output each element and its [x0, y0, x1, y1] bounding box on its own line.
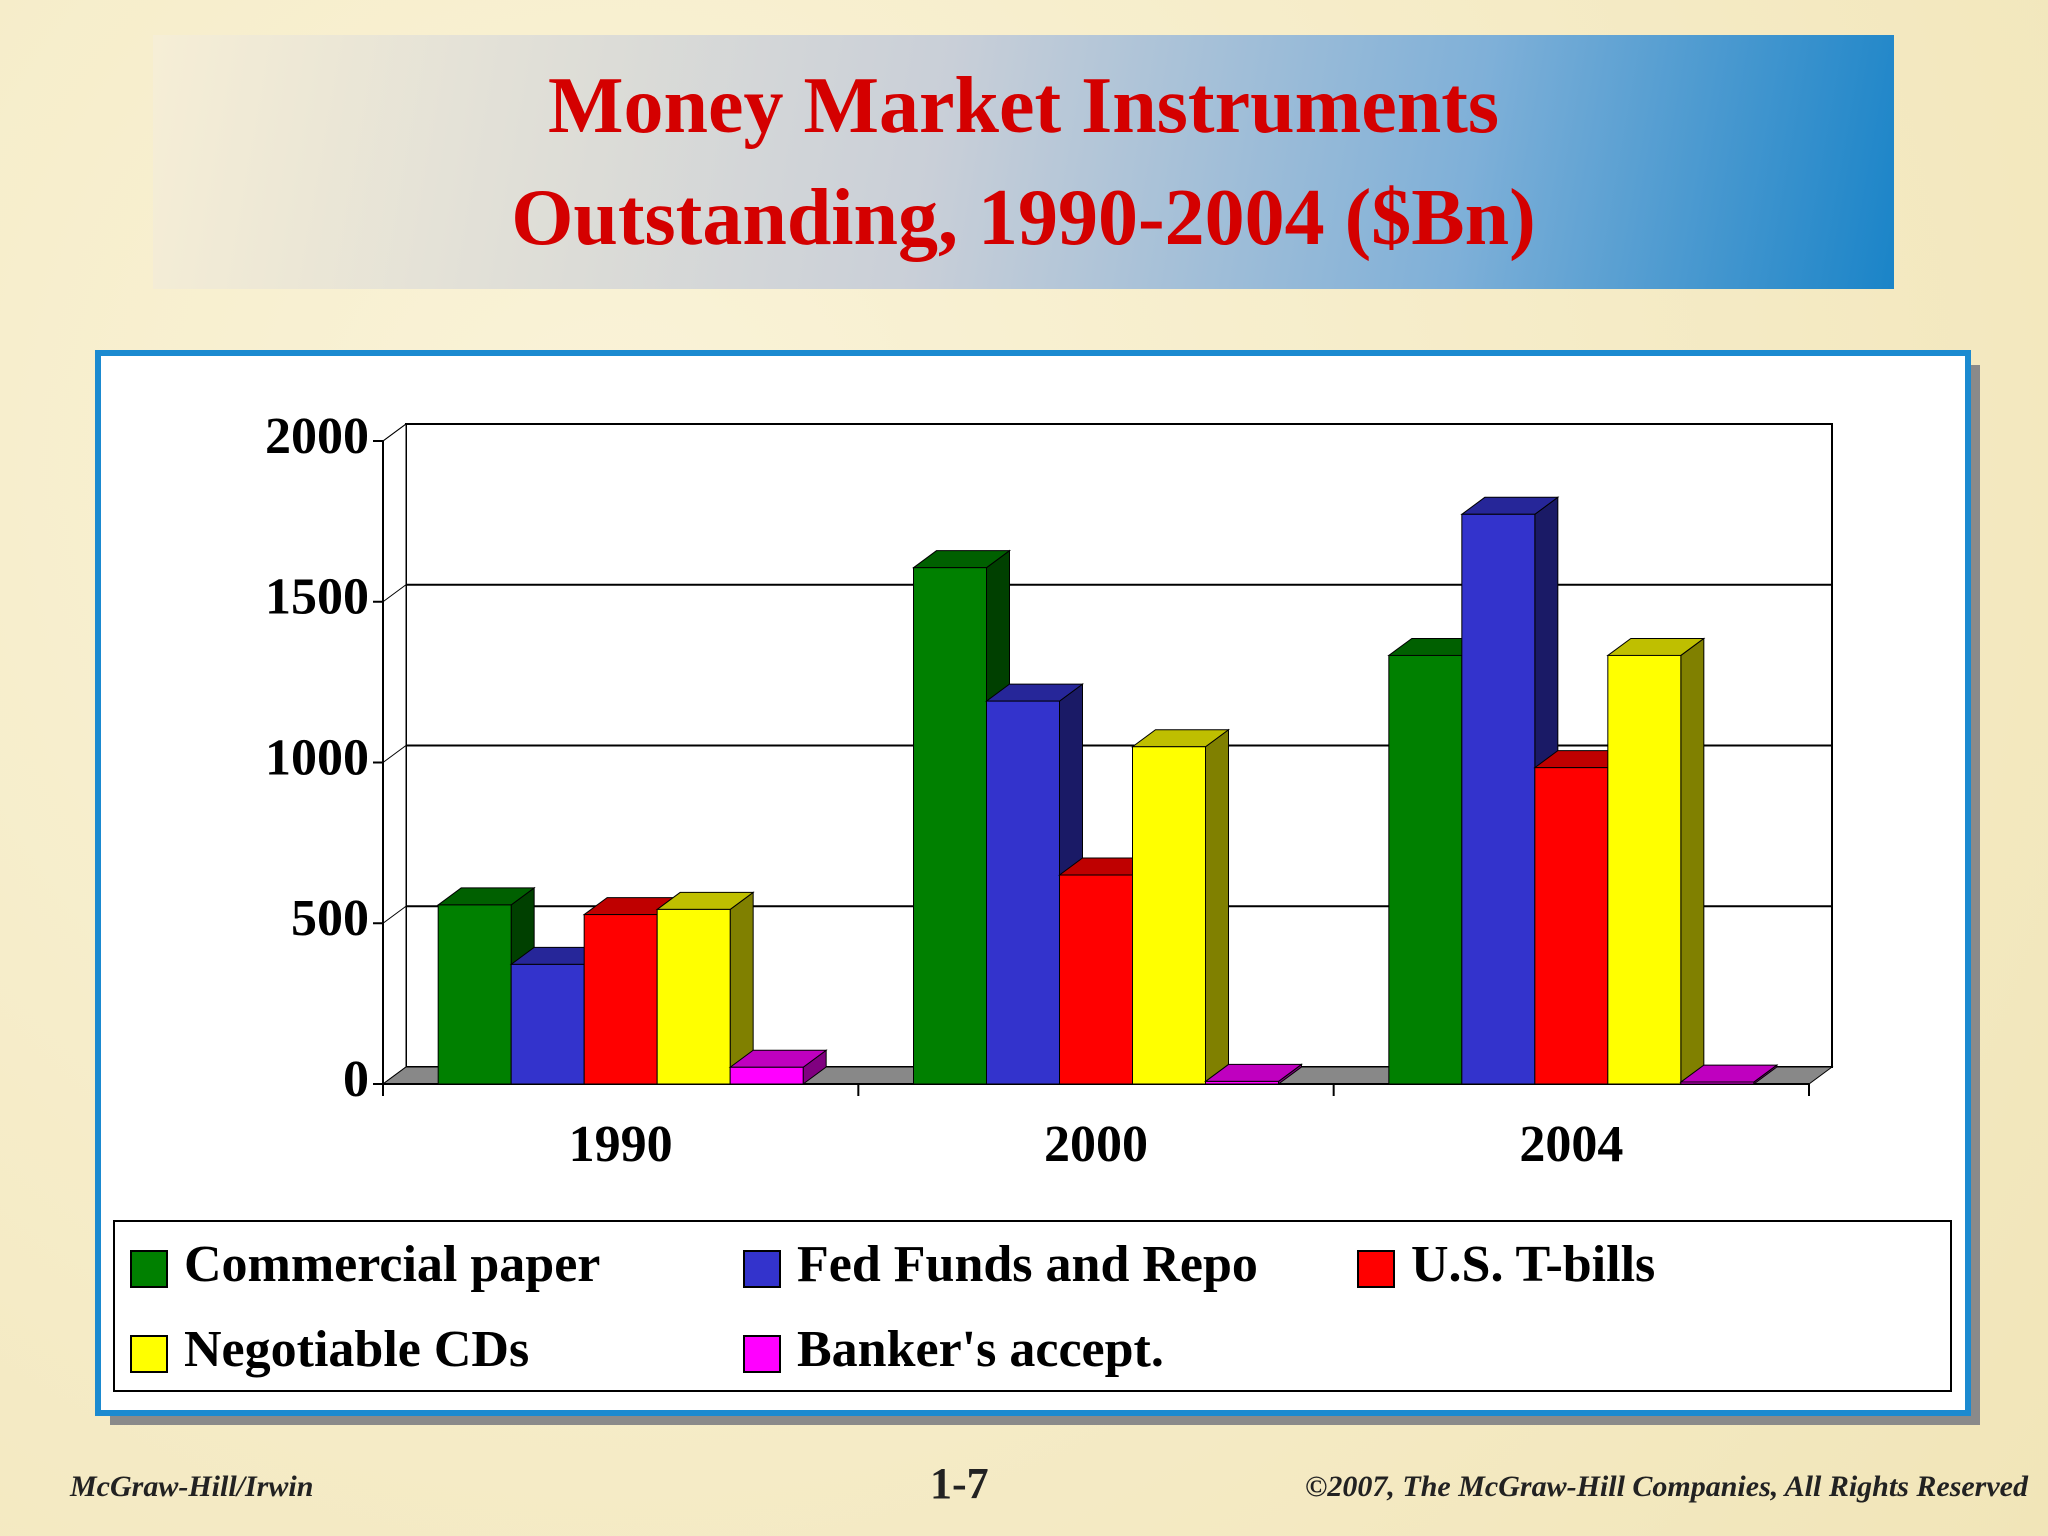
legend-swatch: [1357, 1250, 1395, 1288]
bar: [1059, 874, 1133, 1085]
bar: [986, 700, 1060, 1085]
grid-line-side: [382, 423, 407, 442]
grid-line-side: [382, 905, 407, 924]
x-tick-label: 2004: [1519, 1116, 1623, 1173]
legend-box: [113, 1220, 1952, 1392]
bar: [913, 567, 987, 1085]
legend-label: Banker's accept.: [797, 1321, 1164, 1378]
legend-swatch: [743, 1250, 781, 1288]
bar-side: [1205, 728, 1229, 1085]
legend-label: Negotiable CDs: [184, 1321, 529, 1378]
legend-label: Fed Funds and Repo: [797, 1236, 1258, 1293]
y-tick-label: 1000: [265, 729, 369, 786]
legend-label: U.S. T-bills: [1411, 1236, 1655, 1293]
bar: [1534, 767, 1609, 1085]
legend-swatch: [743, 1335, 781, 1373]
bar: [1205, 1080, 1279, 1085]
y-tick-label: 2000: [265, 408, 369, 465]
y-tick-label: 500: [291, 890, 369, 947]
x-tick-label: 1990: [569, 1116, 673, 1173]
chart-title: Money Market Instruments Outstanding, 19…: [511, 62, 1536, 262]
bar: [729, 1066, 804, 1085]
grid-line-side: [382, 584, 407, 603]
bar-side: [1680, 637, 1705, 1085]
page-number: 1-7: [930, 1459, 989, 1508]
bar: [510, 963, 585, 1085]
legend-swatch: [130, 1335, 168, 1373]
title-band: Money Market Instruments Outstanding, 19…: [153, 35, 1894, 289]
bar: [437, 904, 512, 1085]
bar: [1680, 1081, 1755, 1085]
bar: [1132, 746, 1206, 1085]
bar: [1388, 654, 1463, 1085]
y-tick-label: 0: [343, 1051, 369, 1108]
y-tick-label: 1500: [265, 569, 369, 626]
x-tick-label: 2000: [1044, 1116, 1148, 1173]
publisher: McGraw-Hill/Irwin: [70, 1470, 314, 1503]
copyright: ©2007, The McGraw-Hill Companies, All Ri…: [1305, 1470, 2028, 1503]
legend-swatch: [130, 1250, 168, 1288]
legend-label: Commercial paper: [184, 1236, 600, 1293]
bar: [656, 908, 731, 1085]
grid-line-side: [382, 745, 407, 763]
bar: [583, 914, 658, 1085]
bar: [1461, 513, 1536, 1085]
bar: [1607, 654, 1682, 1085]
